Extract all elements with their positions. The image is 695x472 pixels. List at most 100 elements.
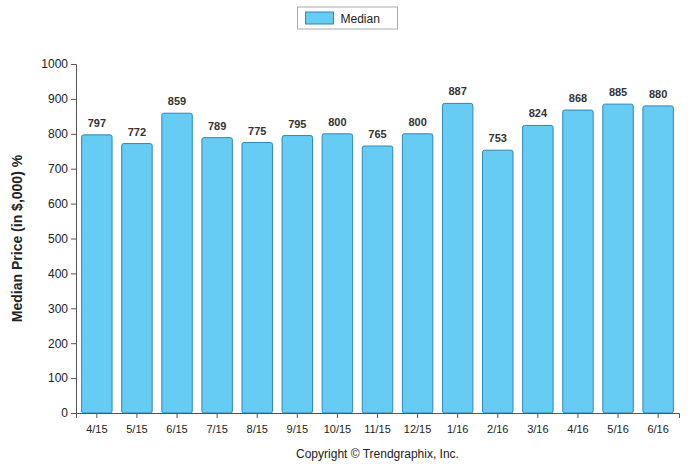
x-tick-label: 2/16 xyxy=(487,423,508,435)
x-tick: 6/15 xyxy=(166,413,187,435)
data-label: 885 xyxy=(609,86,627,98)
x-tick-mark xyxy=(257,413,258,418)
x-tick-mark xyxy=(96,413,97,418)
chart: 7977728597897757958007658008877538248688… xyxy=(0,0,695,472)
bar xyxy=(483,150,513,413)
plot: 7977728597897757958007658008877538248688… xyxy=(41,57,679,435)
y-tick: 0 xyxy=(61,406,76,420)
x-tick: 10/15 xyxy=(324,413,352,435)
bar xyxy=(322,134,352,413)
y-tick: 200 xyxy=(48,337,76,351)
x-tick: 3/16 xyxy=(527,413,548,435)
x-tick-label: 4/16 xyxy=(567,423,588,435)
y-tick-mark xyxy=(71,169,76,170)
y-tick-mark xyxy=(71,308,76,309)
x-tick-label: 4/15 xyxy=(86,423,107,435)
y-tick-mark xyxy=(71,343,76,344)
x-axis-line xyxy=(77,414,680,419)
bar xyxy=(603,104,633,413)
x-tick: 5/15 xyxy=(126,413,147,435)
x-tick-mark xyxy=(537,413,538,418)
y-tick-label: 300 xyxy=(48,302,68,316)
y-tick-label: 0 xyxy=(61,406,68,420)
bar xyxy=(202,138,232,413)
x-tick-mark xyxy=(658,413,659,418)
data-label: 789 xyxy=(208,120,226,132)
y-tick-label: 600 xyxy=(48,197,68,211)
x-tick-label: 5/16 xyxy=(607,423,628,435)
data-label: 765 xyxy=(368,128,386,140)
x-axis: 4/155/156/157/158/159/1510/1511/1512/151… xyxy=(77,413,680,435)
x-tick-mark xyxy=(618,413,619,418)
x-tick-label: 3/16 xyxy=(527,423,548,435)
x-tick-label: 10/15 xyxy=(324,423,352,435)
y-tick: 500 xyxy=(48,232,76,246)
y-tick-mark xyxy=(71,204,76,205)
y-tick: 300 xyxy=(48,302,76,316)
x-tick-mark xyxy=(177,413,178,418)
y-tick-mark xyxy=(71,239,76,240)
x-tick: 8/15 xyxy=(247,413,268,435)
x-tick-label: 8/15 xyxy=(247,423,268,435)
y-tick-label: 100 xyxy=(48,371,68,385)
y-tick: 600 xyxy=(48,197,76,211)
data-labels: 7977728597897757958007658008877538248688… xyxy=(88,85,668,144)
data-label: 772 xyxy=(128,126,146,138)
data-label: 887 xyxy=(449,85,467,97)
bar xyxy=(402,134,432,413)
x-tick-label: 5/15 xyxy=(126,423,147,435)
y-tick-label: 1000 xyxy=(41,57,68,71)
y-tick-mark xyxy=(71,413,76,414)
x-tick-mark xyxy=(377,413,378,418)
y-tick-label: 400 xyxy=(48,267,68,281)
x-tick: 11/15 xyxy=(364,413,391,435)
y-tick-label: 500 xyxy=(48,232,68,246)
bar xyxy=(282,136,312,413)
data-label: 775 xyxy=(248,125,266,137)
data-label: 753 xyxy=(489,132,507,144)
bar xyxy=(563,110,593,413)
y-tick-mark xyxy=(71,273,76,274)
y-tick-label: 700 xyxy=(48,162,68,176)
x-tick: 6/16 xyxy=(647,413,668,435)
bar xyxy=(523,125,553,413)
x-tick-label: 11/15 xyxy=(364,423,391,435)
bar xyxy=(362,146,392,413)
x-tick: 7/15 xyxy=(206,413,227,435)
data-label: 795 xyxy=(288,118,306,130)
bar xyxy=(643,106,673,413)
x-tick: 5/16 xyxy=(607,413,628,435)
y-tick-mark xyxy=(71,99,76,100)
y-tick: 1000 xyxy=(41,57,76,71)
x-tick: 4/15 xyxy=(86,413,107,435)
y-axis: 0 100 200 300 400 500 600 700 800 900 1000 xyxy=(41,57,76,420)
x-tick-mark xyxy=(217,413,218,418)
y-tick-mark xyxy=(71,378,76,379)
data-label: 797 xyxy=(88,117,106,129)
y-tick: 100 xyxy=(48,371,76,385)
data-label: 859 xyxy=(168,95,186,107)
data-label: 800 xyxy=(328,116,346,128)
x-tick-label: 9/15 xyxy=(287,423,308,435)
y-axis-title: Median Price (in $,000) % xyxy=(9,154,25,322)
y-tick: 900 xyxy=(48,92,76,106)
bars xyxy=(82,103,674,413)
x-tick-mark xyxy=(497,413,498,418)
bar xyxy=(82,135,112,413)
data-label: 880 xyxy=(649,88,667,100)
bar xyxy=(242,143,272,413)
data-label: 824 xyxy=(529,107,548,119)
x-tick-mark xyxy=(136,413,137,418)
x-tick: 2/16 xyxy=(487,413,508,435)
y-tick: 800 xyxy=(48,127,76,141)
x-tick-mark xyxy=(417,413,418,418)
x-tick-mark xyxy=(297,413,298,418)
data-label: 800 xyxy=(408,116,426,128)
y-tick: 700 xyxy=(48,162,76,176)
y-tick: 400 xyxy=(48,267,76,281)
x-tick-mark xyxy=(457,413,458,418)
x-tick-mark xyxy=(577,413,578,418)
legend: Median xyxy=(298,7,398,29)
legend-box xyxy=(298,7,398,29)
x-tick: 1/16 xyxy=(447,413,468,435)
